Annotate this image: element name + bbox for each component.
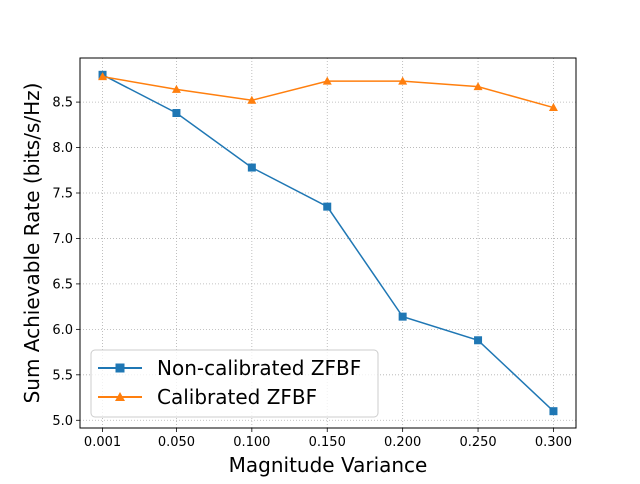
y-tick-label: 5.5 <box>52 368 73 383</box>
axis-layer: 0.001 0.050 0.100 0.150 0.200 0.250 0.300 5.0 5.… <box>52 96 572 450</box>
data-point-noncalibrated <box>549 407 558 416</box>
data-point-noncalibrated <box>398 312 407 321</box>
data-point-calibrated <box>98 72 108 81</box>
x-tick-label: 0.150 <box>309 435 346 450</box>
legend-label-calibrated: Calibrated ZFBF <box>157 385 317 409</box>
legend-label-noncalibrated: Non-calibrated ZFBF <box>157 356 361 380</box>
y-tick-label: 8.0 <box>52 141 73 156</box>
data-point-noncalibrated <box>172 109 181 117</box>
data-point-calibrated <box>322 76 332 85</box>
legend: Non-calibrated ZFBF Calibrated ZFBF <box>90 349 379 418</box>
x-tick-label: 0.050 <box>158 435 195 450</box>
legend-box <box>90 349 379 418</box>
plot-frame <box>79 57 577 429</box>
data-point-calibrated <box>398 76 408 85</box>
data-point-calibrated <box>171 84 181 93</box>
y-tick-label: 5.0 <box>52 414 73 429</box>
x-tick-label: 0.001 <box>84 435 121 450</box>
data-point-noncalibrated <box>474 336 483 345</box>
data-point-noncalibrated <box>323 202 332 211</box>
x-axis-label: Magnitude Variance <box>229 453 428 477</box>
series-layer <box>98 70 558 416</box>
legend-marker-calibrated <box>115 392 125 401</box>
legend-marker-noncalibrated <box>115 363 125 373</box>
x-tick-label: 0.100 <box>233 435 270 450</box>
y-tick-label: 8.5 <box>52 96 73 111</box>
x-tick-label: 0.300 <box>535 435 572 450</box>
x-tick-label: 0.250 <box>459 435 496 450</box>
data-point-calibrated <box>473 82 483 91</box>
y-tick-label: 7.0 <box>52 232 73 247</box>
y-axis-label: Sum Achievable Rate (bits/s/Hz) <box>20 83 44 404</box>
data-point-calibrated <box>247 95 257 104</box>
y-tick-label: 7.5 <box>52 187 73 202</box>
data-point-noncalibrated <box>247 163 256 172</box>
y-tick-label: 6.5 <box>52 277 73 292</box>
data-point-calibrated <box>548 103 558 112</box>
y-tick-label: 6.0 <box>52 323 73 338</box>
x-tick-label: 0.200 <box>384 435 421 450</box>
